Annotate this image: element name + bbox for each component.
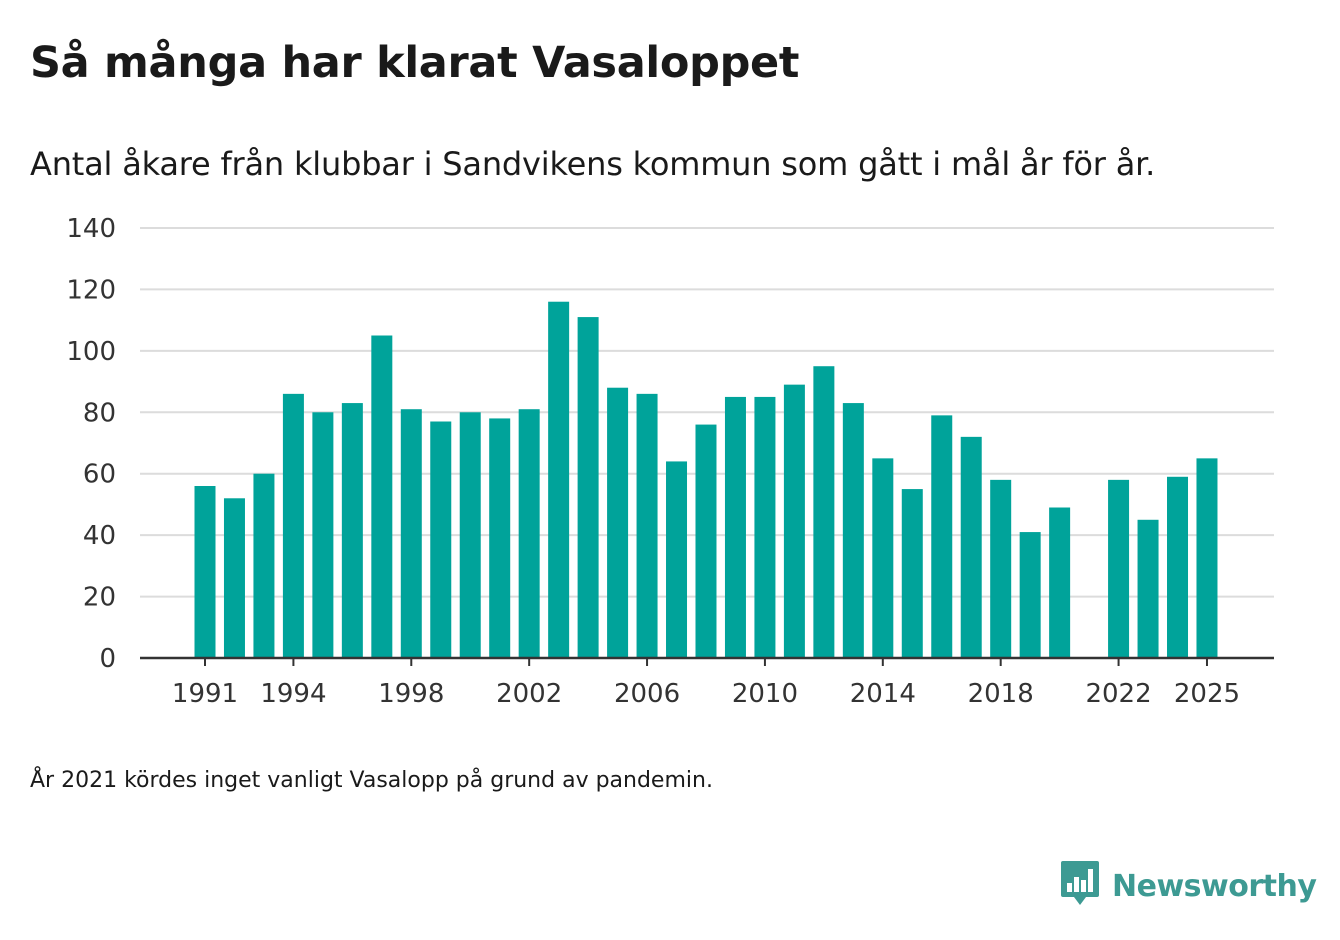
bar-2019	[1019, 532, 1041, 658]
x-tick-label: 1991	[172, 679, 238, 709]
bar-2023	[1137, 519, 1159, 658]
bar-1993	[253, 473, 275, 658]
bar-2006	[636, 393, 658, 658]
x-tick-label: 2022	[1085, 679, 1151, 709]
bar-2018	[990, 479, 1012, 658]
bar-2009	[724, 396, 746, 658]
bars	[194, 301, 1218, 658]
bar-2012	[813, 366, 835, 658]
chart-title: Så många har klarat Vasaloppet	[30, 38, 800, 88]
x-tick-label: 1994	[260, 679, 326, 709]
bar-2017	[960, 436, 982, 658]
chart-subtitle: Antal åkare från klubbar i Sandvikens ko…	[30, 145, 1156, 183]
x-tick-label: 2025	[1174, 679, 1240, 709]
bar-2022	[1108, 479, 1130, 658]
bar-2003	[548, 301, 570, 658]
bar-2010	[754, 396, 776, 658]
bar-2020	[1049, 507, 1071, 658]
y-axis-tick-labels: 0 20 40 60 80 100 120 140	[66, 214, 116, 674]
bar-2025	[1196, 458, 1218, 658]
bar-1999	[430, 421, 452, 658]
bar-1995	[312, 412, 334, 658]
bar-2004	[577, 317, 599, 658]
x-tick-label: 2018	[968, 679, 1034, 709]
bar-2005	[607, 387, 629, 658]
y-tick-label: 120	[66, 275, 116, 305]
x-tick-label: 1998	[378, 679, 444, 709]
bar-2013	[842, 403, 864, 658]
x-axis-tick-labels: 1991 1994 1998 2002 2006 2010 2014 2018 2022 2025	[172, 679, 1240, 709]
y-tick-label: 140	[66, 214, 116, 244]
bar-2000	[459, 412, 481, 658]
y-tick-label: 80	[83, 398, 116, 428]
bar-1998	[400, 409, 422, 658]
bar-2007	[666, 461, 688, 658]
y-tick-label: 40	[83, 521, 116, 551]
bar-2001	[489, 418, 511, 658]
y-tick-label: 100	[66, 337, 116, 367]
bar-1992	[223, 498, 245, 658]
y-tick-label: 20	[83, 583, 116, 613]
footnote: År 2021 kördes inget vanligt Vasalopp på…	[30, 768, 713, 793]
bar-1991	[194, 486, 216, 658]
bar-2014	[872, 458, 894, 658]
bar-1994	[282, 393, 304, 658]
y-tick-label: 60	[83, 460, 116, 490]
brand-name: Newsworthy	[1112, 868, 1317, 904]
bar-2002	[518, 409, 540, 658]
x-tick-label: 2010	[732, 679, 798, 709]
x-axis	[140, 656, 1274, 666]
bar-chart-speech-bubble-icon	[1060, 859, 1100, 913]
bar-2024	[1167, 476, 1189, 658]
bar-chart: 0 20 40 60 80 100 120 140 1991 1994 1998 2002 2006 2…	[66, 214, 1274, 709]
bar-2015	[901, 489, 923, 658]
bar-1996	[341, 403, 363, 658]
bar-2008	[695, 424, 717, 658]
bar-1997	[371, 335, 393, 658]
x-tick-label: 2006	[614, 679, 680, 709]
bar-2016	[931, 415, 953, 658]
y-tick-label: 0	[99, 644, 116, 674]
bar-2011	[783, 384, 805, 658]
brand-logo: Newsworthy	[1060, 859, 1317, 913]
x-tick-label: 2002	[496, 679, 562, 709]
x-tick-label: 2014	[850, 679, 916, 709]
